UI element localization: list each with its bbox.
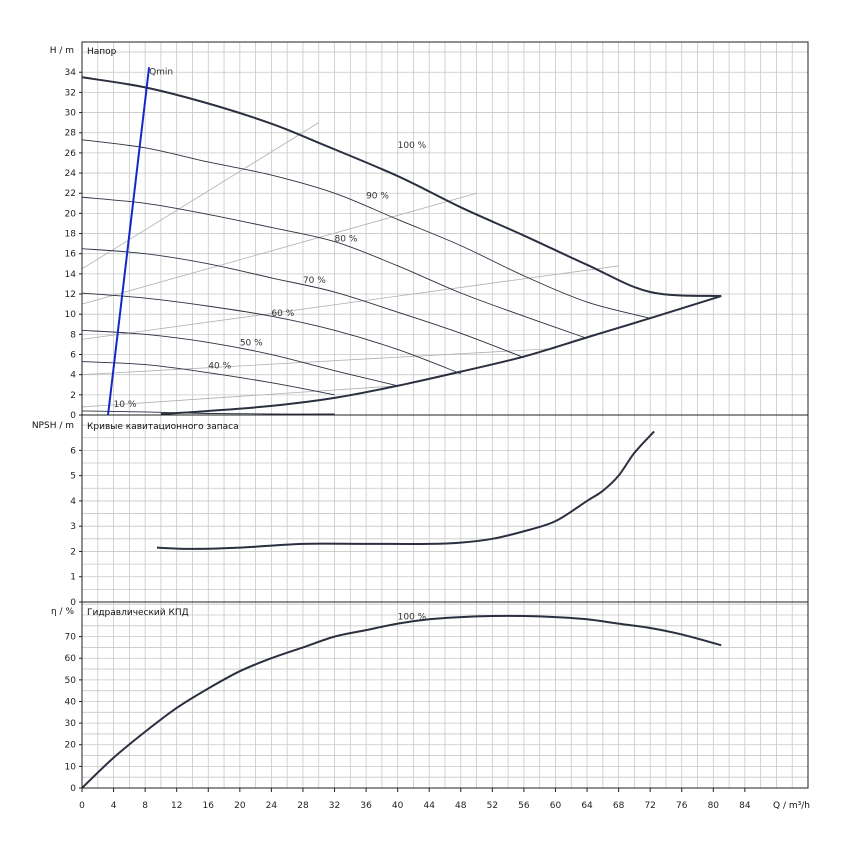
y-tick-label: 3	[70, 522, 76, 532]
series-line-80-0-2	[81, 196, 588, 339]
y-tick-label: 14	[65, 270, 77, 280]
x-tick-label: 12	[171, 801, 182, 811]
y-tick-label: 32	[65, 88, 76, 98]
x-tick-label: 60	[550, 801, 562, 811]
series-label: 90 %	[366, 191, 389, 201]
series-line-70-0-3	[81, 248, 525, 358]
series-line-curve-1-0	[156, 430, 655, 550]
y-tick-label: 6	[70, 446, 76, 456]
series-line-90-0-1	[81, 139, 651, 319]
x-tick-label: 48	[455, 801, 467, 811]
curves-layer	[81, 67, 722, 789]
y-tick-label: 6	[70, 351, 76, 361]
y-tick-label: 18	[65, 230, 77, 240]
y-tick-label: 26	[65, 149, 77, 159]
x-tick-label: 44	[423, 801, 435, 811]
series-label: Qmin	[149, 67, 173, 77]
x-tick-label: 4	[111, 801, 117, 811]
y-tick-label: 30	[65, 109, 77, 119]
series-line-50-0-5	[81, 329, 398, 387]
x-tick-label: 20	[234, 801, 246, 811]
series-line-40-0-6	[81, 361, 335, 396]
x-tick-label: 68	[613, 801, 625, 811]
x-tick-label: 80	[708, 801, 720, 811]
y-tick-label: 12	[65, 290, 76, 300]
y-tick-label: 2	[70, 547, 76, 557]
x-tick-label: 36	[360, 801, 372, 811]
x-tick-label: 40	[392, 801, 404, 811]
efficiency-helper-line	[81, 348, 556, 376]
y-tick-label: 30	[65, 719, 77, 729]
y-tick-label: 5	[70, 472, 76, 482]
y-tick-label: 50	[65, 676, 77, 686]
grid-layer	[82, 42, 808, 788]
x-tick-label: 0	[79, 801, 85, 811]
x-tick-label: 84	[739, 801, 751, 811]
efficiency-y-axis-label: η / %	[51, 607, 74, 617]
npsh-y-axis-label: NPSH / m	[32, 421, 74, 431]
head-panel-title: Напор	[87, 47, 117, 57]
series-label: 60 %	[271, 309, 294, 319]
series-line-10-0-7	[81, 410, 335, 415]
x-axis-label: Q / m³/h	[773, 801, 810, 811]
panel-frame	[81, 601, 809, 789]
series-line-Qmin-0-8	[107, 67, 151, 416]
y-tick-label: 22	[65, 189, 76, 199]
x-tick-label: 72	[644, 801, 655, 811]
x-tick-label: 76	[676, 801, 688, 811]
y-tick-label: 20	[65, 209, 77, 219]
series-label: 100 %	[398, 612, 427, 622]
y-tick-label: 28	[65, 129, 77, 139]
series-line-100-2-0	[81, 614, 722, 789]
npsh-panel-title: Кривые кавитационного запаса	[87, 422, 239, 432]
x-tick-label: 56	[518, 801, 530, 811]
y-tick-label: 20	[65, 741, 77, 751]
efficiency-helper-line	[81, 385, 398, 408]
y-tick-label: 4	[70, 497, 76, 507]
y-tick-label: 24	[65, 169, 77, 179]
x-tick-label: 32	[329, 801, 340, 811]
y-tick-label: 0	[70, 411, 76, 421]
y-tick-label: 0	[70, 784, 76, 794]
series-label: 50 %	[240, 338, 263, 348]
head-y-axis-label: H / m	[50, 46, 74, 56]
x-tick-label: 52	[487, 801, 498, 811]
efficiency-helper-line	[81, 192, 477, 305]
frame-layer	[79, 41, 809, 792]
x-tick-label: 64	[581, 801, 593, 811]
efficiency-helper-line	[81, 122, 319, 270]
series-label: 70 %	[303, 276, 326, 286]
y-tick-label: 2	[70, 391, 76, 401]
y-tick-label: 10	[65, 762, 77, 772]
series-line-curve-0-9	[160, 295, 722, 415]
y-tick-label: 70	[65, 633, 77, 643]
x-tick-label: 28	[297, 801, 309, 811]
y-tick-label: 8	[70, 330, 76, 340]
x-tick-label: 16	[203, 801, 215, 811]
x-tick-label: 8	[142, 801, 148, 811]
series-label: 100 %	[398, 141, 427, 151]
series-line-60-0-4	[81, 292, 461, 375]
series-label: 40 %	[208, 362, 231, 372]
y-tick-label: 60	[65, 654, 77, 664]
y-tick-label: 10	[65, 310, 77, 320]
y-tick-label: 16	[65, 250, 77, 260]
y-tick-label: 1	[70, 573, 76, 583]
efficiency-panel-title: Гидравлический КПД	[87, 608, 189, 618]
series-label: 80 %	[335, 235, 358, 245]
text-layer: Напор Кривые кавитационного запаса Гидра…	[32, 46, 810, 811]
series-line-100-0-0	[81, 76, 722, 298]
y-tick-label: 4	[70, 371, 76, 381]
series-label: 10 %	[114, 400, 137, 410]
x-tick-label: 24	[266, 801, 278, 811]
y-tick-label: 40	[65, 697, 77, 707]
y-tick-label: 0	[70, 598, 76, 608]
y-tick-label: 34	[65, 68, 77, 78]
